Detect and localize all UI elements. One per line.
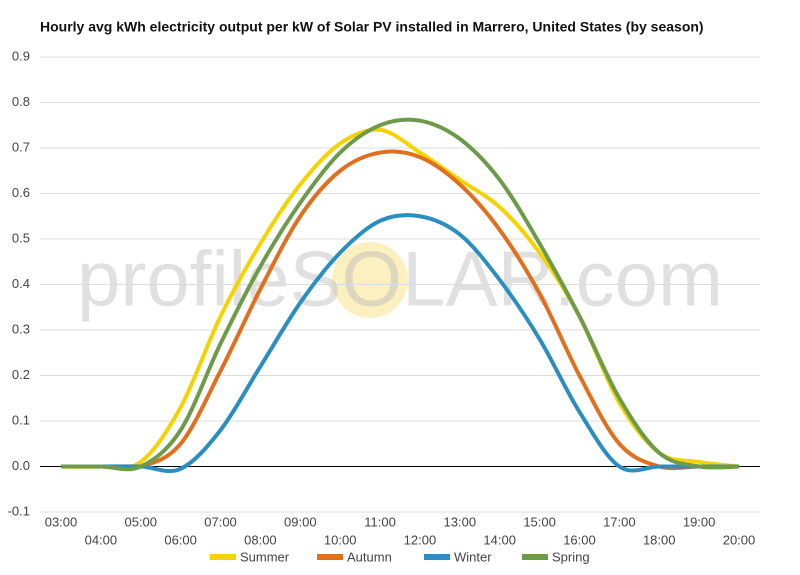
y-tick-label: 0.7 — [12, 139, 30, 154]
x-tick-label: 20:00 — [723, 532, 756, 547]
series-line — [61, 213, 739, 474]
series-line — [60, 127, 740, 470]
y-tick-label: -0.1 — [8, 503, 30, 518]
legend-label: Summer — [240, 549, 290, 564]
x-tick-label: 03:00 — [45, 514, 78, 529]
x-tick-label: 10:00 — [324, 532, 357, 547]
x-tick-label: 09:00 — [284, 514, 317, 529]
x-tick-label: 05:00 — [124, 514, 157, 529]
x-tick-label: 07:00 — [204, 514, 237, 529]
x-tick-label: 11:00 — [364, 514, 396, 529]
x-tick-label: 13:00 — [444, 514, 477, 529]
legend-label: Winter — [454, 549, 492, 564]
y-tick-label: 0.3 — [12, 321, 30, 336]
y-tick-label: 0.2 — [12, 367, 30, 382]
x-tick-label: 16:00 — [563, 532, 596, 547]
x-tick-label: 15:00 — [523, 514, 556, 529]
x-tick-label: 06:00 — [164, 532, 197, 547]
legend-swatch — [210, 554, 236, 560]
legend-swatch — [317, 554, 343, 560]
x-tick-label: 08:00 — [244, 532, 277, 547]
y-tick-label: 0.6 — [12, 185, 30, 200]
legend-swatch — [522, 554, 548, 560]
watermark: profileSOLAR.com — [77, 235, 723, 323]
y-tick-label: 0.5 — [12, 230, 30, 245]
y-tick-label: 0.1 — [12, 412, 30, 427]
x-tick-label: 17:00 — [603, 514, 636, 529]
legend-label: Spring — [552, 549, 590, 564]
x-tick-label: 19:00 — [683, 514, 716, 529]
series-line — [61, 117, 740, 472]
legend-label: Autumn — [347, 549, 392, 564]
y-tick-label: 0.0 — [12, 458, 30, 473]
y-tick-label: 0.9 — [12, 48, 30, 63]
legend-swatch — [424, 554, 450, 560]
y-tick-label: 0.4 — [12, 276, 30, 291]
chart-title: Hourly avg kWh electricity output per kW… — [40, 19, 704, 35]
series-line — [61, 149, 739, 471]
watermark-sun — [332, 242, 408, 318]
x-tick-label: 12:00 — [404, 532, 437, 547]
x-tick-label: 04:00 — [85, 532, 118, 547]
x-tick-label: 14:00 — [483, 532, 516, 547]
y-tick-label: 0.8 — [12, 94, 30, 109]
x-tick-label: 18:00 — [643, 532, 676, 547]
